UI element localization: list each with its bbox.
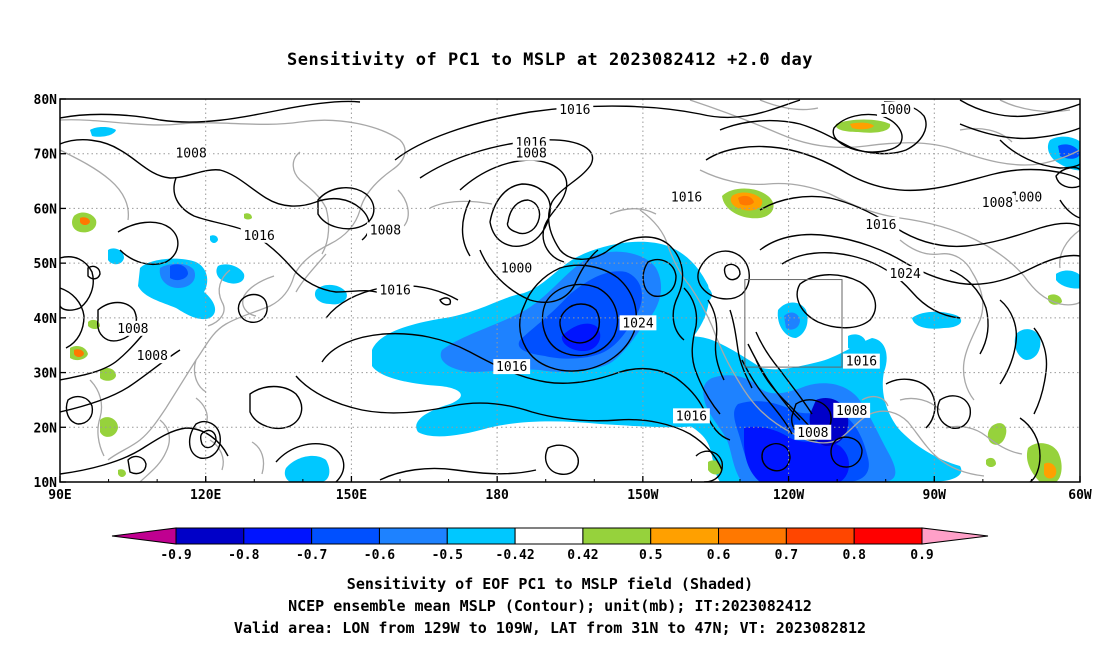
x-tick-label: 90W bbox=[923, 488, 947, 503]
contour-label: 1008 bbox=[836, 404, 867, 419]
colorbar-segment bbox=[650, 527, 720, 545]
isobar-contours bbox=[60, 99, 1080, 482]
colorbar-segment bbox=[175, 527, 245, 545]
contour-label: 1008 bbox=[982, 196, 1013, 211]
contour-label: 1024 bbox=[889, 267, 920, 282]
y-tick-label: 20N bbox=[34, 421, 58, 436]
y-tick-label: 70N bbox=[34, 148, 58, 163]
colorbar-segment bbox=[718, 527, 787, 545]
contour-label-bg bbox=[979, 194, 1016, 210]
x-tick-label: 120W bbox=[773, 488, 804, 503]
colorbar-label: -0.42 bbox=[496, 548, 535, 563]
contour-label: 1008 bbox=[117, 322, 148, 337]
colorbar-label: 0.6 bbox=[707, 548, 731, 563]
colorbar-segment bbox=[243, 527, 313, 545]
colorbar-segment bbox=[785, 527, 855, 545]
x-tick-label: 150W bbox=[627, 488, 658, 503]
colorbar-label: -0.7 bbox=[296, 548, 327, 563]
contour-label-bg bbox=[172, 145, 210, 161]
contour-label: 1024 bbox=[622, 316, 653, 331]
caption-line-3: Valid area: LON from 129W to 109W, LAT f… bbox=[233, 619, 867, 637]
contour-label-bg bbox=[376, 282, 414, 298]
contour-label: 1016 bbox=[846, 355, 877, 370]
colorbar: -0.9 -0.8 -0.7 -0.6 -0.5 -0.42 0.42 0.5 0.6 0.7 0.… bbox=[111, 527, 989, 563]
contour-label-bg bbox=[673, 408, 710, 424]
y-tick-label: 50N bbox=[34, 257, 58, 272]
map-frame bbox=[59, 98, 1081, 483]
contour-label-bg bbox=[668, 189, 705, 205]
contour-label-bg bbox=[794, 424, 832, 440]
contour-label-bg bbox=[877, 101, 914, 117]
colorbar-label: 0.7 bbox=[775, 548, 798, 563]
contour-label-bg bbox=[493, 359, 531, 375]
contour-label: 1016 bbox=[379, 284, 410, 299]
contour-label-bg bbox=[133, 348, 171, 364]
y-tick-label: 60N bbox=[34, 202, 58, 217]
y-tick-label: 10N bbox=[34, 476, 58, 491]
contour-label: 1008 bbox=[515, 147, 546, 162]
contour-label-bg bbox=[114, 320, 152, 336]
colorbar-segment bbox=[446, 527, 516, 545]
contour-label: 1016 bbox=[676, 409, 707, 424]
x-tick-label: 180 bbox=[485, 488, 509, 503]
positive-sensitivity-shading bbox=[70, 119, 1062, 482]
colorbar-segment bbox=[378, 527, 448, 545]
contour-label: 1000 bbox=[1011, 190, 1042, 205]
x-tick-label: 60W bbox=[1068, 488, 1092, 503]
contour-label: 1016 bbox=[671, 190, 702, 205]
colorbar-label: 0.42 bbox=[567, 548, 598, 563]
contour-label-bg bbox=[556, 101, 594, 117]
contour-label: 1016 bbox=[865, 218, 896, 233]
y-tick-label: 30N bbox=[34, 367, 58, 382]
colorbar-segment bbox=[853, 527, 923, 545]
contour-label: 1008 bbox=[137, 349, 168, 364]
contour-label-bg bbox=[843, 353, 880, 369]
colorbar-min-arrow bbox=[111, 527, 177, 545]
contour-label: 1016 bbox=[243, 229, 274, 244]
colorbar-label: 0.5 bbox=[639, 548, 662, 563]
grid-lines bbox=[60, 99, 1080, 482]
contour-label-bg bbox=[367, 222, 404, 238]
contour-label: 1008 bbox=[175, 147, 206, 162]
x-tick-label: 150E bbox=[336, 488, 367, 503]
contour-label-bg bbox=[498, 260, 535, 276]
contour-label: 1000 bbox=[880, 103, 911, 118]
colorbar-label: 0.8 bbox=[842, 548, 866, 563]
contour-label: 1008 bbox=[797, 426, 828, 441]
y-axis: 80N 70N 60N 50N 40N 30N 20N 10N bbox=[34, 93, 66, 491]
caption-line-1: Sensitivity of EOF PC1 to MSLP field (Sh… bbox=[346, 575, 754, 593]
colorbar-max-arrow bbox=[921, 527, 989, 545]
colorbar-label: -0.9 bbox=[160, 548, 191, 563]
colorbar-label: -0.5 bbox=[432, 548, 463, 563]
caption-line-2: NCEP ensemble mean MSLP (Contour); unit(… bbox=[288, 597, 812, 615]
valid-area-box bbox=[744, 279, 843, 368]
caption: Sensitivity of EOF PC1 to MSLP field (Sh… bbox=[0, 573, 1100, 639]
contour-label-bg bbox=[512, 145, 550, 161]
contour-label: 1008 bbox=[370, 223, 401, 238]
x-tick-label: 90E bbox=[48, 488, 71, 503]
contour-label-bg bbox=[240, 227, 278, 243]
colorbar-label: -0.8 bbox=[228, 548, 259, 563]
contour-label-bg bbox=[833, 402, 871, 418]
map-title: Sensitivity of PC1 to MSLP at 2023082412… bbox=[286, 50, 813, 70]
contour-label: 1016 bbox=[496, 360, 527, 375]
y-tick-label: 80N bbox=[34, 93, 58, 108]
colorbar-label: 0.9 bbox=[910, 548, 933, 563]
colorbar-segment bbox=[311, 527, 380, 545]
contour-label-bg bbox=[886, 266, 924, 282]
contour-label: 1016 bbox=[559, 103, 590, 118]
colorbar-segment bbox=[514, 527, 584, 545]
colorbar-label: -0.6 bbox=[364, 548, 395, 563]
contour-label: 1000 bbox=[501, 262, 532, 277]
y-tick-label: 40N bbox=[34, 312, 58, 327]
x-axis: 90E 120E 150E 180 150W 120W 90W 60W bbox=[48, 476, 1092, 503]
x-tick-label: 120E bbox=[190, 488, 221, 503]
contour-label-bg bbox=[619, 315, 657, 331]
contour-label-bg bbox=[1008, 189, 1045, 205]
contour-label-bg bbox=[862, 216, 900, 232]
colorbar-segment bbox=[582, 527, 652, 545]
